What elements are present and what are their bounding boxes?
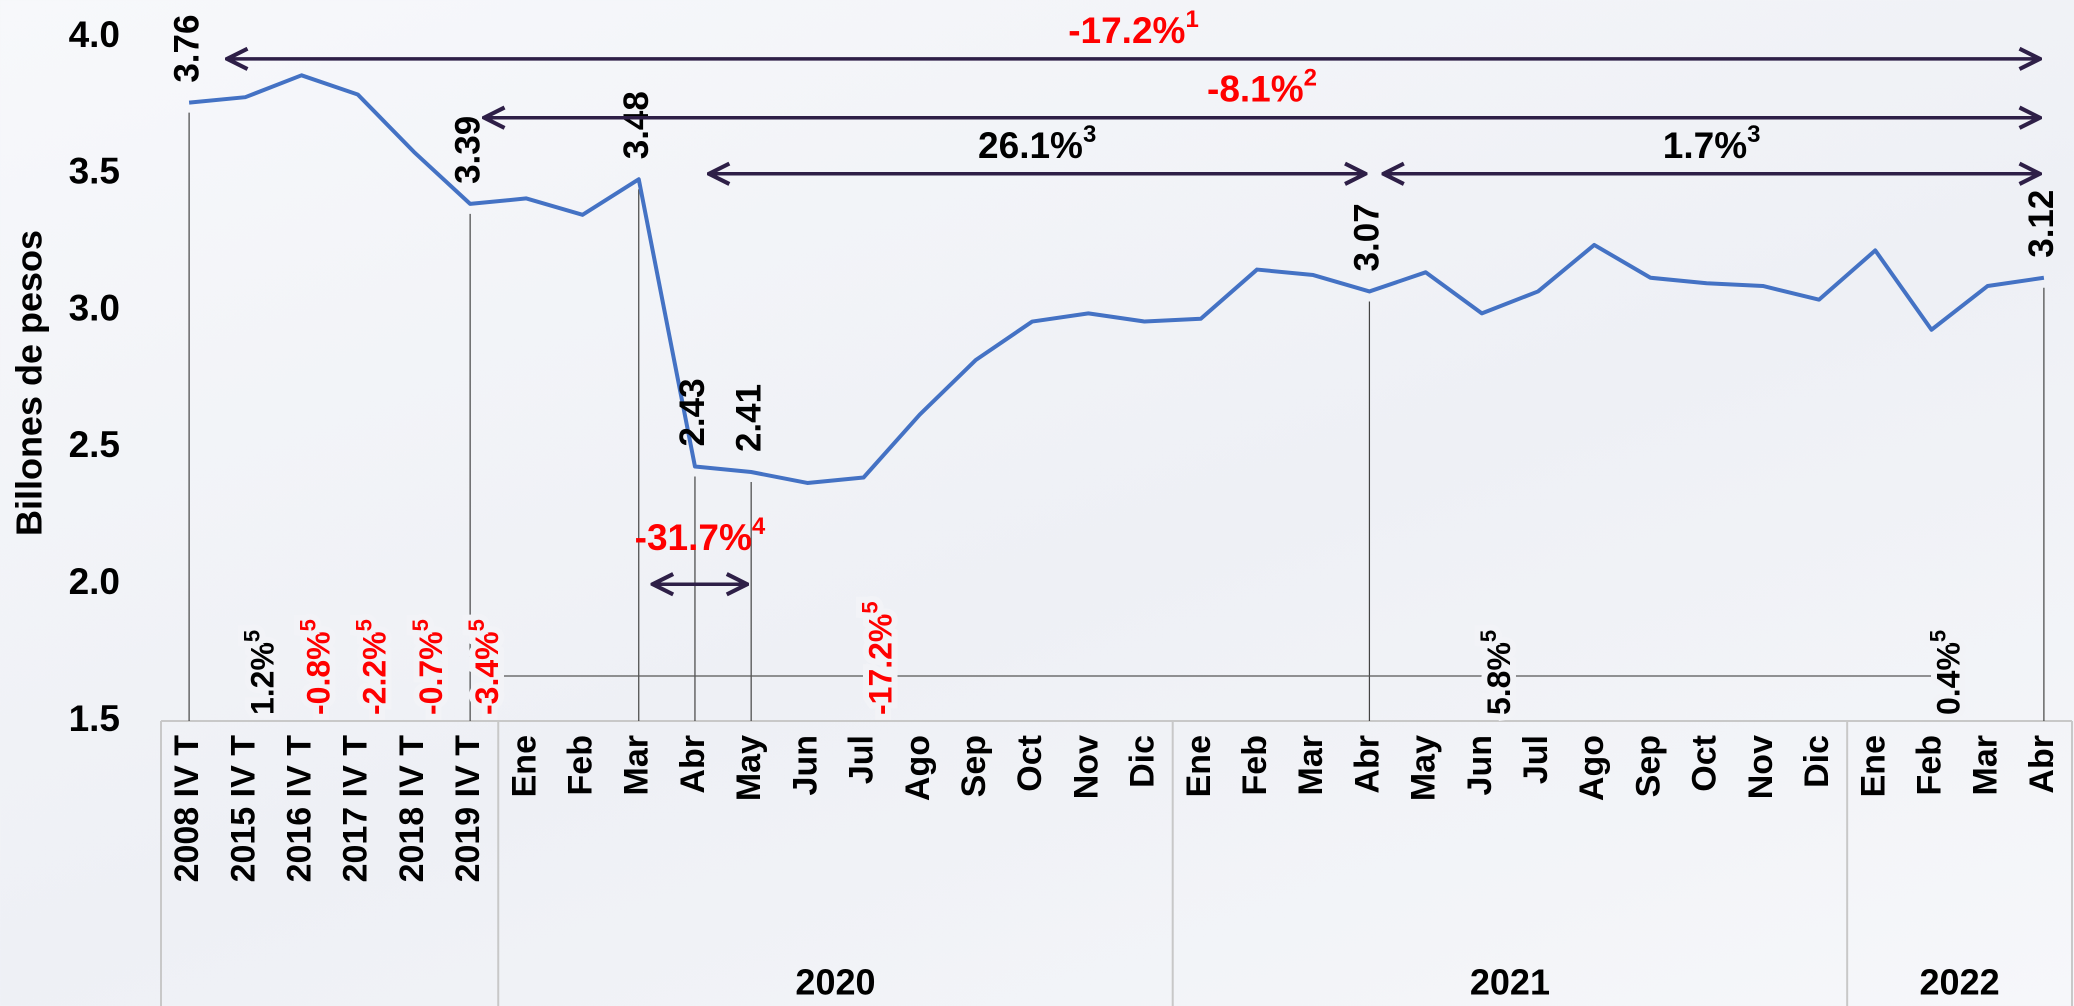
x-tick-label: Ago [1573, 735, 1611, 801]
note-label: 1.2%5 [239, 630, 281, 715]
data-label: 3.48 [617, 91, 656, 159]
arrow-label: 26.1%3 [978, 121, 1096, 165]
x-tick-label: Feb [1236, 735, 1274, 795]
x-tick-label: May [730, 735, 768, 801]
x-tick-label: Oct [1686, 735, 1724, 792]
arrow-label: 1.7%3 [1663, 121, 1761, 165]
note-ref: 5 [408, 619, 433, 631]
x-tick-label: 2018 IV T [393, 735, 431, 883]
x-tick-label: Ene [1180, 735, 1218, 797]
year-label: 2022 [1920, 962, 2000, 1003]
x-tick-label: Sep [955, 735, 993, 797]
x-tick-label: Abr [674, 735, 712, 794]
note-label: 5.8%5 [1476, 630, 1518, 715]
note-label: -17.2%5 [857, 601, 899, 715]
x-tick-label: Oct [1011, 735, 1049, 792]
arrow-label-note: 2 [1304, 65, 1317, 92]
y-tick-label: 3.5 [69, 151, 120, 192]
note-ref: 5 [1925, 630, 1950, 642]
note-ref: 5 [239, 630, 264, 642]
y-tick-label: 2.5 [69, 424, 120, 465]
arrow-label-value: -8.1% [1207, 68, 1304, 109]
x-tick-label: Mar [1967, 735, 2005, 795]
x-tick-label: May [1405, 735, 1443, 801]
x-tick-label: Mar [618, 735, 656, 795]
note-ref: 5 [464, 619, 489, 631]
note-label: -2.2%5 [352, 619, 394, 715]
note-ref: 5 [352, 619, 377, 631]
arrow-label: -8.1%2 [1207, 65, 1317, 109]
x-tick-label: Nov [1742, 735, 1780, 799]
data-label: 3.12 [2022, 190, 2061, 258]
arrow-label-value: 1.7% [1663, 125, 1747, 166]
year-label: 2021 [1470, 962, 1550, 1003]
x-tick-label: Feb [562, 735, 600, 795]
data-label: 2.41 [729, 384, 768, 452]
note-label: -0.8%5 [295, 619, 337, 715]
x-tick-label: Ene [1854, 735, 1892, 797]
x-tick-label: Abr [1348, 735, 1386, 794]
x-tick-label: 2019 IV T [449, 735, 487, 883]
arrow-label-note: 1 [1185, 6, 1198, 33]
note-ref: 5 [295, 619, 320, 631]
x-tick-label: Dic [1124, 735, 1162, 788]
arrow-label-value: 26.1% [978, 125, 1083, 166]
note-value: 5.8% [1481, 642, 1517, 715]
note-label: 0.4%5 [1925, 630, 1967, 715]
arrow-label: -17.2%1 [1068, 6, 1199, 50]
x-tick-label: Ago [899, 735, 937, 801]
x-tick-label: Jul [843, 735, 881, 784]
arrow-label-value: -31.7% [635, 517, 752, 558]
x-tick-label: Dic [1798, 735, 1836, 788]
y-tick-label: 1.5 [69, 698, 120, 739]
note-value: -3.4% [470, 631, 506, 715]
y-tick-label: 3.0 [69, 287, 120, 328]
y-tick-label: 2.0 [69, 561, 120, 602]
x-tick-label: Sep [1629, 735, 1667, 797]
data-label: 3.76 [167, 15, 206, 83]
arrow-label-note: 3 [1083, 121, 1096, 148]
x-tick-label: Feb [1910, 735, 1948, 795]
x-tick-label: Jun [1461, 735, 1499, 795]
arrow-label-value: -17.2% [1068, 10, 1185, 51]
note-value: 1.2% [245, 642, 281, 715]
x-tick-label: Nov [1067, 735, 1105, 799]
note-value: -2.2% [357, 631, 393, 715]
x-tick-label: 2017 IV T [337, 735, 375, 883]
note-value: -0.8% [301, 631, 337, 715]
note-label: -0.7%5 [408, 619, 450, 715]
note-value: 0.4% [1931, 642, 1967, 715]
x-tick-label: Ene [505, 735, 543, 797]
data-label: 3.07 [1348, 203, 1387, 271]
data-label: 2.43 [673, 378, 712, 446]
arrow-label: -31.7%4 [635, 514, 766, 558]
y-axis-label: Billones de pesos [9, 230, 50, 536]
note-label: -3.4%5 [464, 619, 506, 715]
x-tick-label: Mar [1292, 735, 1330, 795]
x-tick-label: 2016 IV T [280, 735, 318, 883]
x-tick-label: Jun [786, 735, 824, 795]
year-label: 2020 [795, 962, 875, 1003]
x-tick-label: 2015 IV T [224, 735, 262, 883]
y-tick-label: 4.0 [69, 14, 120, 55]
x-tick-label: Abr [2023, 735, 2061, 794]
x-tick-label: 2008 IV T [168, 735, 206, 883]
note-value: -0.7% [413, 631, 449, 715]
note-ref: 5 [1476, 630, 1501, 642]
x-tick-label: Jul [1517, 735, 1555, 784]
data-line [188, 73, 2045, 485]
arrow-label-note: 3 [1747, 121, 1760, 148]
data-label: 3.39 [448, 116, 487, 184]
note-value: -17.2% [863, 614, 899, 715]
note-ref: 5 [857, 601, 882, 613]
arrow-label-note: 4 [752, 514, 766, 541]
